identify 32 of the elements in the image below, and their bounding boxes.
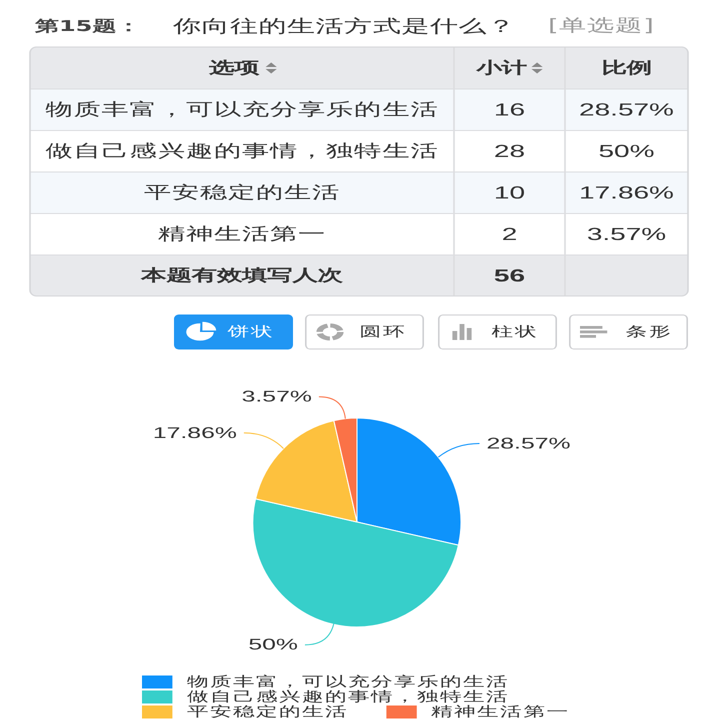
- text: [单选题]: [548, 16, 654, 36]
- legend-label: 做自己感兴趣的事情，独特生活: [186, 689, 510, 705]
- text: 柱状: [491, 324, 539, 340]
- data-label: 16: [494, 100, 526, 120]
- data-label: 28.57%: [486, 434, 571, 452]
- text: 圆环: [359, 324, 407, 340]
- text: 饼状: [226, 324, 275, 340]
- data-label: 17.86%: [152, 424, 237, 442]
- text: 条形: [625, 324, 673, 340]
- data-label: 3.57%: [242, 388, 312, 406]
- category-label: 做自己感兴趣的事情，独特生活: [46, 142, 438, 161]
- data-label: 17.86%: [579, 183, 674, 202]
- text: 你向往的生活方式是什么？: [172, 16, 516, 36]
- legend-label: 平安稳定的生活: [186, 704, 348, 720]
- legend-label: 物质丰富，可以充分享乐的生活: [186, 674, 510, 690]
- text: 第15题：: [34, 17, 140, 35]
- category-label: 平安稳定的生活: [144, 183, 340, 202]
- text: 56: [494, 266, 526, 286]
- data-label: 28.57%: [579, 100, 674, 120]
- data-label: 10: [494, 183, 526, 202]
- text: 选项: [208, 58, 260, 78]
- text: 本题有效填写人次: [140, 266, 344, 285]
- series-label: 小计: [475, 58, 527, 78]
- data-label: 50%: [598, 142, 655, 161]
- text: 比例: [601, 58, 652, 78]
- category-label: 物质丰富，可以充分享乐的生活: [46, 100, 438, 120]
- data-label: 3.57%: [586, 224, 666, 244]
- data-label: 2: [502, 224, 518, 244]
- legend-label: 精神生活第一: [431, 704, 570, 720]
- data-label: 50%: [248, 636, 298, 654]
- category-label: 精神生活第一: [158, 224, 326, 244]
- data-label: 28: [494, 142, 526, 161]
